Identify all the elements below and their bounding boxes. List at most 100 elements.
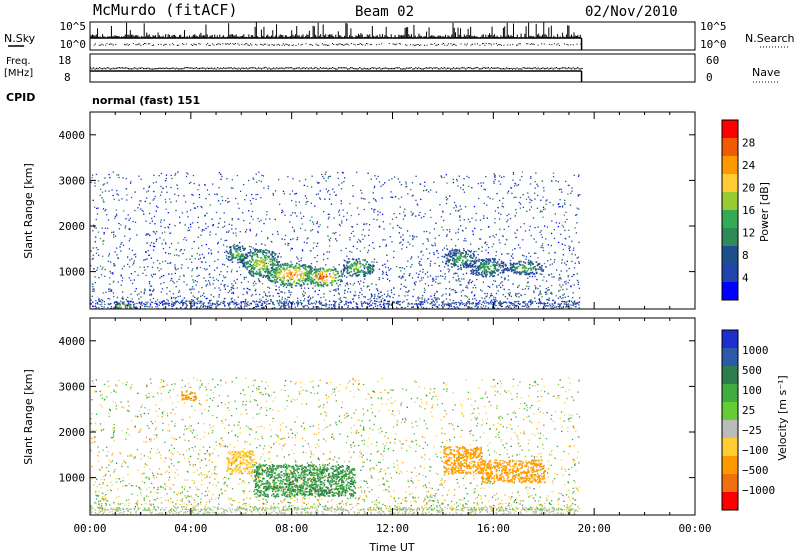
echo-cell [296,238,298,241]
echo-cell [521,171,524,173]
echo-cell [511,192,513,194]
echo-cell [215,233,217,235]
region-cell [232,255,235,257]
nsearch-point [95,43,97,45]
echo-cell [349,283,352,285]
echo-cell [231,217,233,220]
ground-cell [209,306,212,309]
echo-cell [288,291,290,293]
echo-cell [568,300,571,303]
echo-cell [361,289,363,291]
nsearch-point [531,43,533,45]
echo-cell [152,262,155,264]
region-cell [272,271,275,274]
region-cell [245,263,248,266]
ground-cell [323,304,326,306]
echo-cell [319,190,321,192]
echo-cell [261,174,263,176]
ground-cell [489,301,492,303]
echo-cell [359,240,361,242]
echo-cell [551,180,553,182]
nave-point [93,67,95,69]
nave-point [392,68,394,70]
echo-cell [375,303,377,305]
echo-cell [338,214,341,216]
ground-cell [360,301,362,303]
echo-cell [191,268,194,270]
echo-cell [475,287,477,289]
nsearch-point [367,43,369,45]
echo-cell [193,281,195,283]
echo-cell [499,267,502,269]
nave-point [288,67,290,69]
echo-cell [283,277,286,279]
echo-cell [154,223,156,225]
region-cell [303,263,305,266]
echo-cell [419,211,421,214]
nave-point [341,67,343,69]
echo-cell [289,193,291,195]
echo-cell [501,265,503,267]
echo-cell [155,300,157,303]
nave-point [257,67,260,69]
echo-cell [99,299,101,302]
echo-cell [175,248,177,251]
ground-cell [135,306,137,308]
echo-cell [569,249,571,252]
echo-cell [530,177,532,179]
echo-cell [258,280,260,282]
region-cell [308,266,311,269]
region-cell [299,280,301,283]
nave-point [501,68,503,70]
echo-cell [153,288,155,291]
ground-cell [171,305,173,308]
echo-cell [117,174,120,176]
region-cell [284,262,286,265]
echo-cell [433,294,436,297]
nave-point [312,68,314,70]
ground-cell [174,300,177,303]
ground-cell [567,306,569,308]
echo-cell [540,293,542,295]
ground-cell [328,304,330,306]
echo-cell [429,232,431,234]
nsearch-point [147,43,149,45]
echo-cell [548,274,550,276]
freq-label-2: [MHz] [4,68,33,79]
nave-point [268,67,270,69]
echo-cell [471,291,473,293]
nave-point [569,67,571,69]
echo-cell [115,213,118,215]
echo-cell [490,261,492,263]
echo-cell [102,208,105,210]
echo-cell [224,239,226,242]
nave-point [295,67,297,69]
ground-cell [383,306,386,308]
region-cell [243,256,246,259]
echo-cell [334,302,336,304]
nave-point [325,67,328,69]
echo-cell [379,295,381,298]
region-cell [298,263,301,266]
ground-cell [278,301,281,303]
echo-cell [390,303,393,305]
echo-cell [247,301,249,303]
echo-cell [153,174,155,177]
echo-cell [245,229,248,231]
ground-cell [448,306,451,308]
echo-cell [307,287,310,289]
echo-cell [522,239,524,241]
echo-cell [533,192,536,194]
echo-cell [178,291,180,294]
echo-cell [415,281,417,283]
echo-cell [213,279,215,282]
region-cell [278,261,281,263]
echo-cell [578,262,580,265]
ground-cell [261,307,263,309]
ground-cell [217,304,219,306]
echo-cell [494,178,496,181]
ground-cell [173,304,175,306]
nave-point [260,68,263,70]
echo-cell [478,248,480,250]
echo-cell [340,203,343,205]
